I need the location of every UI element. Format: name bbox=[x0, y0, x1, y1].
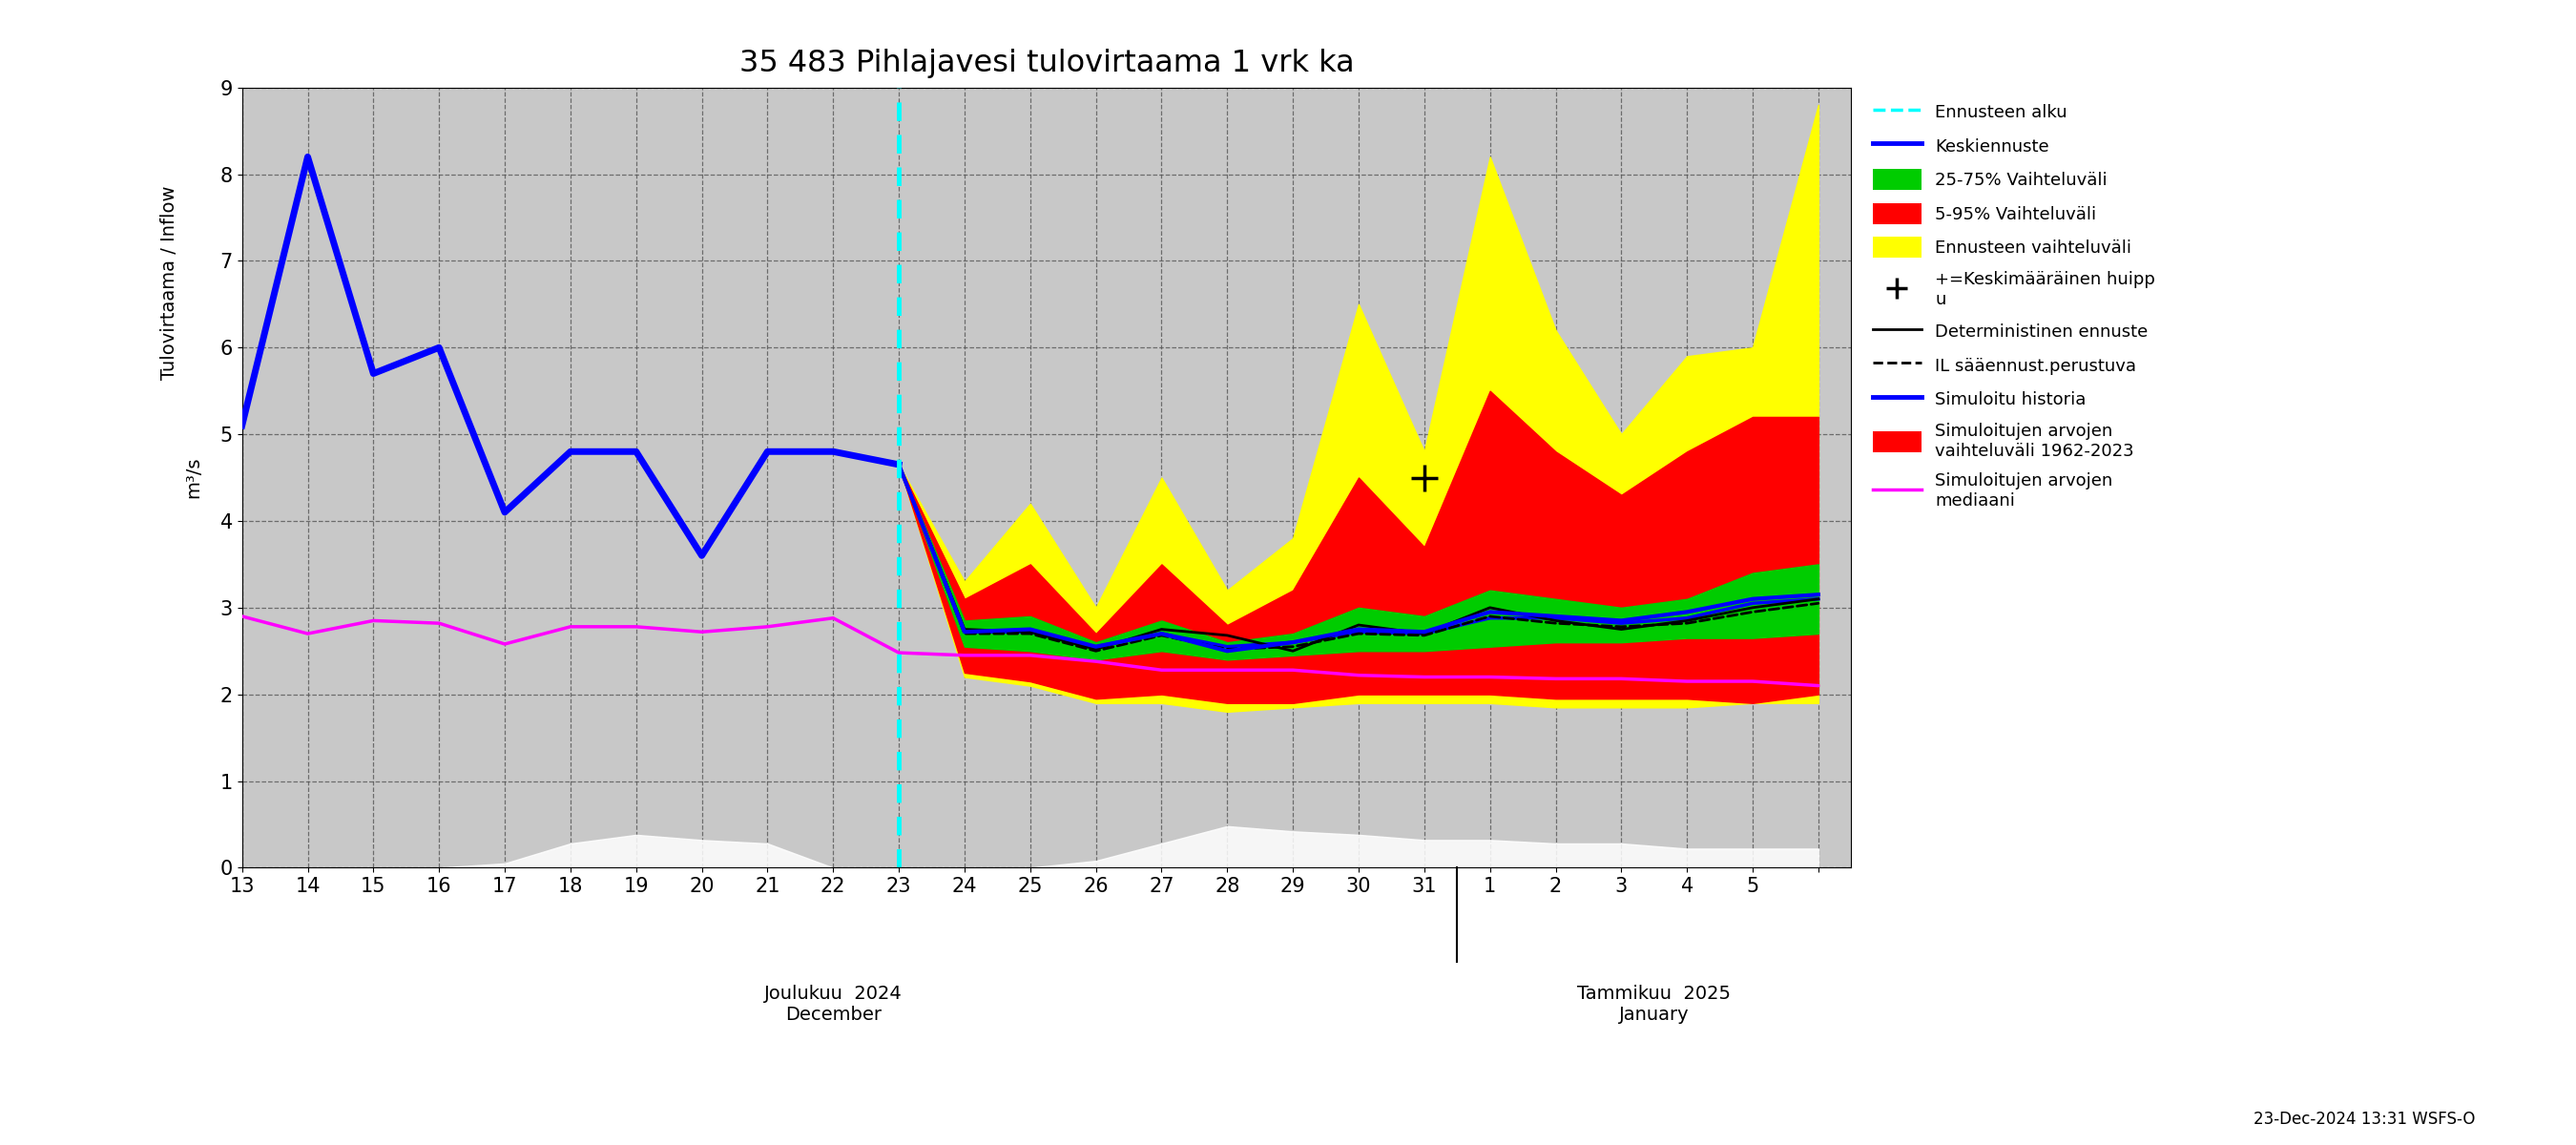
Text: Tammikuu  2025
January: Tammikuu 2025 January bbox=[1577, 985, 1731, 1024]
Legend: Ennusteen alku, Keskiennuste, 25-75% Vaihteluväli, 5-95% Vaihteluväli, Ennusteen: Ennusteen alku, Keskiennuste, 25-75% Vai… bbox=[1868, 96, 2161, 515]
Text: m³/s: m³/s bbox=[185, 457, 204, 498]
Text: Joulukuu  2024
December: Joulukuu 2024 December bbox=[765, 985, 902, 1024]
Title: 35 483 Pihlajavesi tulovirtaama 1 vrk ka: 35 483 Pihlajavesi tulovirtaama 1 vrk ka bbox=[739, 48, 1355, 78]
Text: Tulovirtaama / Inflow: Tulovirtaama / Inflow bbox=[160, 185, 178, 380]
Text: 23-Dec-2024 13:31 WSFS-O: 23-Dec-2024 13:31 WSFS-O bbox=[2254, 1111, 2476, 1128]
